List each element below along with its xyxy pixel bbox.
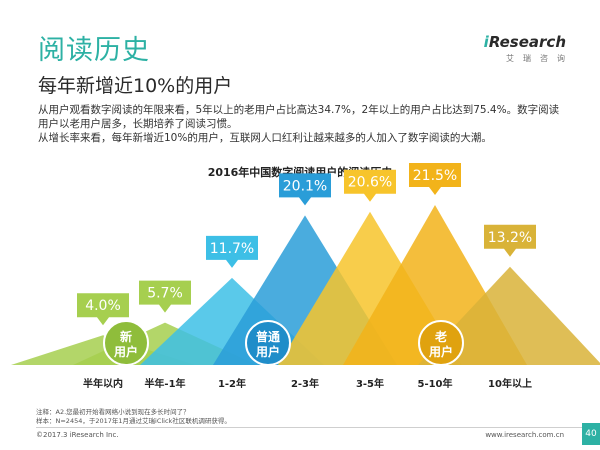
category-label: 10年以上 <box>488 377 532 390</box>
value-callout <box>77 293 129 326</box>
value-label: 21.5% <box>413 168 457 184</box>
group-badge <box>103 320 149 366</box>
group-label-line1: 新 <box>120 329 132 344</box>
page-title: 阅读历史 <box>38 35 150 66</box>
category-label: 半年-1年 <box>144 377 185 390</box>
category-label: 5-10年 <box>417 377 452 390</box>
group-label-line2: 用户 <box>113 344 138 359</box>
logo-subtitle: 艾瑞咨询 <box>506 54 574 63</box>
group-label-line2: 用户 <box>255 344 280 359</box>
value-callout <box>484 224 536 257</box>
page-subtitle: 每年新增近10%的用户 <box>38 75 233 97</box>
page-number: 40 <box>582 423 600 445</box>
footnote-note: 注释：A2.您最初开始看网络小说到现在多长时间了？ <box>36 408 190 416</box>
footnote-sample: 样本：N=2454，于2017年1月通过艾瑞iClick社区联机调研获得。 <box>36 417 231 425</box>
description: 从用户观看数字阅读的年限来看，5年以上的老用户占比高达34.7%，2年以上的用户… <box>38 103 568 145</box>
group-badge <box>418 320 464 366</box>
group-label-line1: 普通 <box>256 329 280 344</box>
value-label: 11.7% <box>210 241 254 257</box>
group-badge <box>245 320 291 366</box>
logo-brand: Research <box>488 33 566 51</box>
copyright: ©2017.3 iResearch Inc. <box>36 431 119 439</box>
value-callout <box>206 235 258 268</box>
value-label: 5.7% <box>147 286 183 302</box>
value-label: 13.2% <box>488 230 532 246</box>
footnote: 注释：A2.您最初开始看网络小说到现在多长时间了？ 样本：N=2454，于201… <box>36 408 231 426</box>
footer-divider <box>36 427 600 428</box>
category-label: 3-5年 <box>356 377 384 390</box>
group-label-line1: 老 <box>435 329 447 344</box>
value-callout <box>344 169 396 202</box>
category-label: 2-3年 <box>291 377 319 390</box>
iresearch-logo: iResearch 艾瑞咨询 <box>484 33 566 64</box>
description-line-2: 从增长率来看，每年新增近10%的用户，互联网人口红利让越来越多的人加入了数字阅读… <box>38 132 492 144</box>
value-callout <box>139 280 191 313</box>
value-label: 20.1% <box>283 178 327 194</box>
category-label: 1-2年 <box>218 377 246 390</box>
description-line-1: 从用户观看数字阅读的年限来看，5年以上的老用户占比高达34.7%，2年以上的用户… <box>38 104 560 130</box>
value-label: 4.0% <box>85 298 121 314</box>
value-label: 20.6% <box>348 175 392 191</box>
group-label-line2: 用户 <box>428 344 453 359</box>
category-label: 半年以内 <box>83 377 123 390</box>
value-callout <box>279 173 331 206</box>
value-callout <box>409 163 461 195</box>
logo-i: i <box>483 33 489 51</box>
website: www.iresearch.com.cn <box>485 431 564 439</box>
